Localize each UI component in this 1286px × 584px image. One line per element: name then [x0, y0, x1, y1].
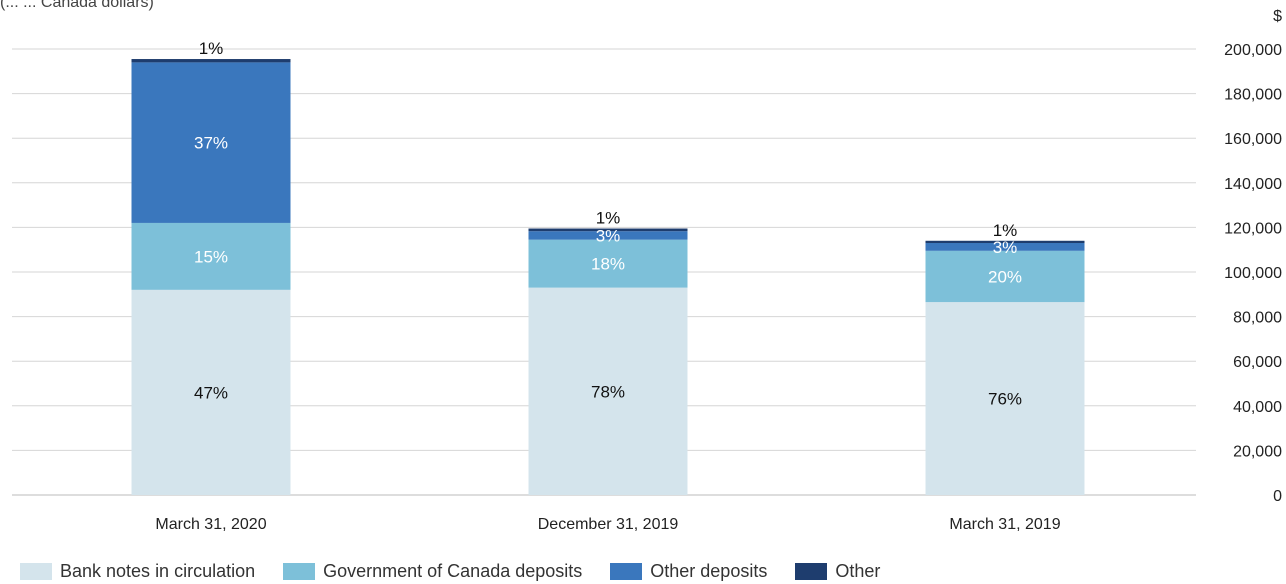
bar-segment [528, 231, 688, 240]
bar-segment [528, 239, 688, 288]
legend-item: Government of Canada deposits [283, 561, 582, 582]
y-tick-label: 60,000 [1233, 354, 1282, 371]
bar-segment [925, 250, 1085, 303]
legend-swatch [283, 563, 316, 580]
data-label: 47% [194, 383, 228, 402]
bars [131, 59, 1085, 495]
legend-item: Other [795, 561, 880, 582]
legend-swatch [795, 563, 828, 580]
data-label: 3% [596, 226, 621, 245]
data-label: 1% [993, 221, 1018, 240]
bar-segment [925, 243, 1085, 251]
x-tick-label: March 31, 2020 [155, 516, 266, 533]
legend-label: Bank notes in circulation [60, 561, 256, 581]
legend-label: Other deposits [650, 561, 768, 581]
y-tick-label: 100,000 [1224, 265, 1282, 282]
legend-item: Bank notes in circulation [20, 561, 255, 582]
y-tick-label: 180,000 [1224, 87, 1282, 104]
bar-segment [925, 302, 1085, 495]
bar-segment [131, 62, 291, 223]
bar-segment [131, 222, 291, 290]
bar-segment [925, 240, 1085, 244]
legend-swatch [610, 563, 643, 580]
legend-label: Other [835, 561, 881, 581]
y-axis: 0 20,000 40,000 60,000 80,000 100,000 120,000 1… [1224, 8, 1282, 505]
stacked-bar-chart: 47%15%37%1%78%18%3%1%76%20%3%1% 020,0004… [12, 8, 1282, 533]
y-tick-label: 80,000 [1233, 310, 1282, 327]
bar-segment [131, 59, 291, 63]
data-label: 1% [596, 209, 621, 228]
x-tick-label: December 31, 2019 [538, 516, 679, 533]
y-tick-label: 120,000 [1224, 220, 1282, 237]
bar-segment [528, 228, 688, 232]
y-tick-label: 160,000 [1224, 131, 1282, 148]
data-label: 78% [591, 382, 625, 401]
x-tick-label: March 31, 2019 [949, 516, 1060, 533]
x-axis: March 31, 2020 December 31, 2019 March 31,… [155, 516, 1060, 533]
legend-swatch [20, 563, 52, 580]
data-label: 37% [194, 134, 228, 153]
data-labels: 47%15%37%1%78%18%3%1%76%20%3%1% [194, 39, 1022, 409]
y-tick-label: 40,000 [1233, 399, 1282, 416]
data-label: 3% [993, 238, 1018, 257]
y-tick-label: 20,000 [1233, 443, 1282, 460]
legend-label: Government of Canada deposits [323, 561, 583, 581]
y-unit-label: $ [1273, 8, 1282, 25]
y-tick-label: 200,000 [1224, 42, 1282, 59]
data-label: 18% [591, 255, 625, 274]
y-tick-label: 0 [1273, 488, 1282, 505]
y-tick-label: 140,000 [1224, 176, 1282, 193]
data-label: 76% [988, 390, 1022, 409]
legend-item: Other deposits [610, 561, 767, 582]
bar-segment [528, 287, 688, 495]
data-label: 15% [194, 247, 228, 266]
bar-segment [131, 289, 291, 495]
data-label: 20% [988, 267, 1022, 286]
chart-subtitle: (... ... Canada dollars) [0, 0, 154, 11]
data-label: 1% [199, 39, 224, 58]
legend: Bank notes in circulation Government of C… [20, 561, 908, 582]
